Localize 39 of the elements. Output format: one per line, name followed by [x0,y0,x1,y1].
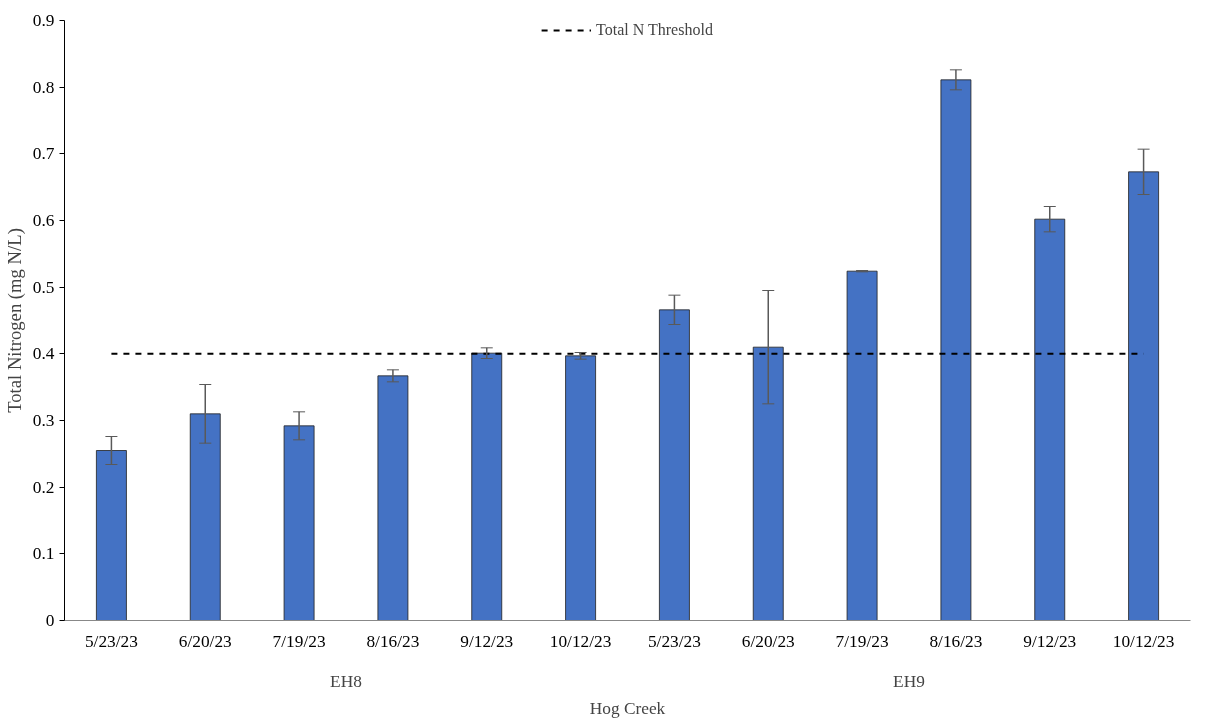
bar [283,425,315,621]
bar [940,79,972,621]
x-tick-label: 10/12/23 [549,631,612,651]
bar [189,413,221,621]
y-tick-label: 0.8 [32,77,55,97]
x-axis-title: Hog Creek [589,698,666,718]
bar [1128,171,1159,621]
x-tick-label: 6/20/23 [741,631,795,651]
y-tick-label: 0.1 [32,544,55,564]
x-tick-label: 7/19/23 [272,631,326,651]
x-tick-label: 7/19/23 [835,631,889,651]
x-tick-label: 5/23/23 [84,631,138,651]
y-axis-title: Total Nitrogen (mg N/L) [3,228,26,413]
x-tick-label: 10/12/23 [1112,631,1175,651]
y-tick-label: 0.9 [32,11,55,30]
bar [471,352,503,621]
y-tick-label: 0 [45,611,55,630]
y-tick-label: 0.5 [32,277,55,297]
bar [96,450,127,621]
x-tick-label: 8/16/23 [366,631,420,651]
legend-label: Total N Threshold [596,21,713,39]
y-tick-label: 0.3 [32,411,55,430]
bar [659,309,690,621]
bar [377,375,409,621]
bar [846,270,878,621]
x-tick-label: 6/20/23 [178,631,232,651]
text: EH9 [893,671,925,691]
x-tick-label: 9/12/23 [1023,631,1077,651]
bar [752,346,784,621]
y-tick-label: 0.6 [32,211,55,230]
y-tick-label: 0.7 [32,144,55,164]
y-tick-label: 0.2 [32,477,55,497]
y-tick-label: 0.4 [32,344,55,364]
x-tick-label: 8/16/23 [929,631,983,651]
bar [565,355,596,621]
x-tick-label: 9/12/23 [460,631,514,651]
x-tick-label: 5/23/23 [647,631,701,651]
text: EH8 [330,671,362,691]
bar [1034,218,1066,621]
